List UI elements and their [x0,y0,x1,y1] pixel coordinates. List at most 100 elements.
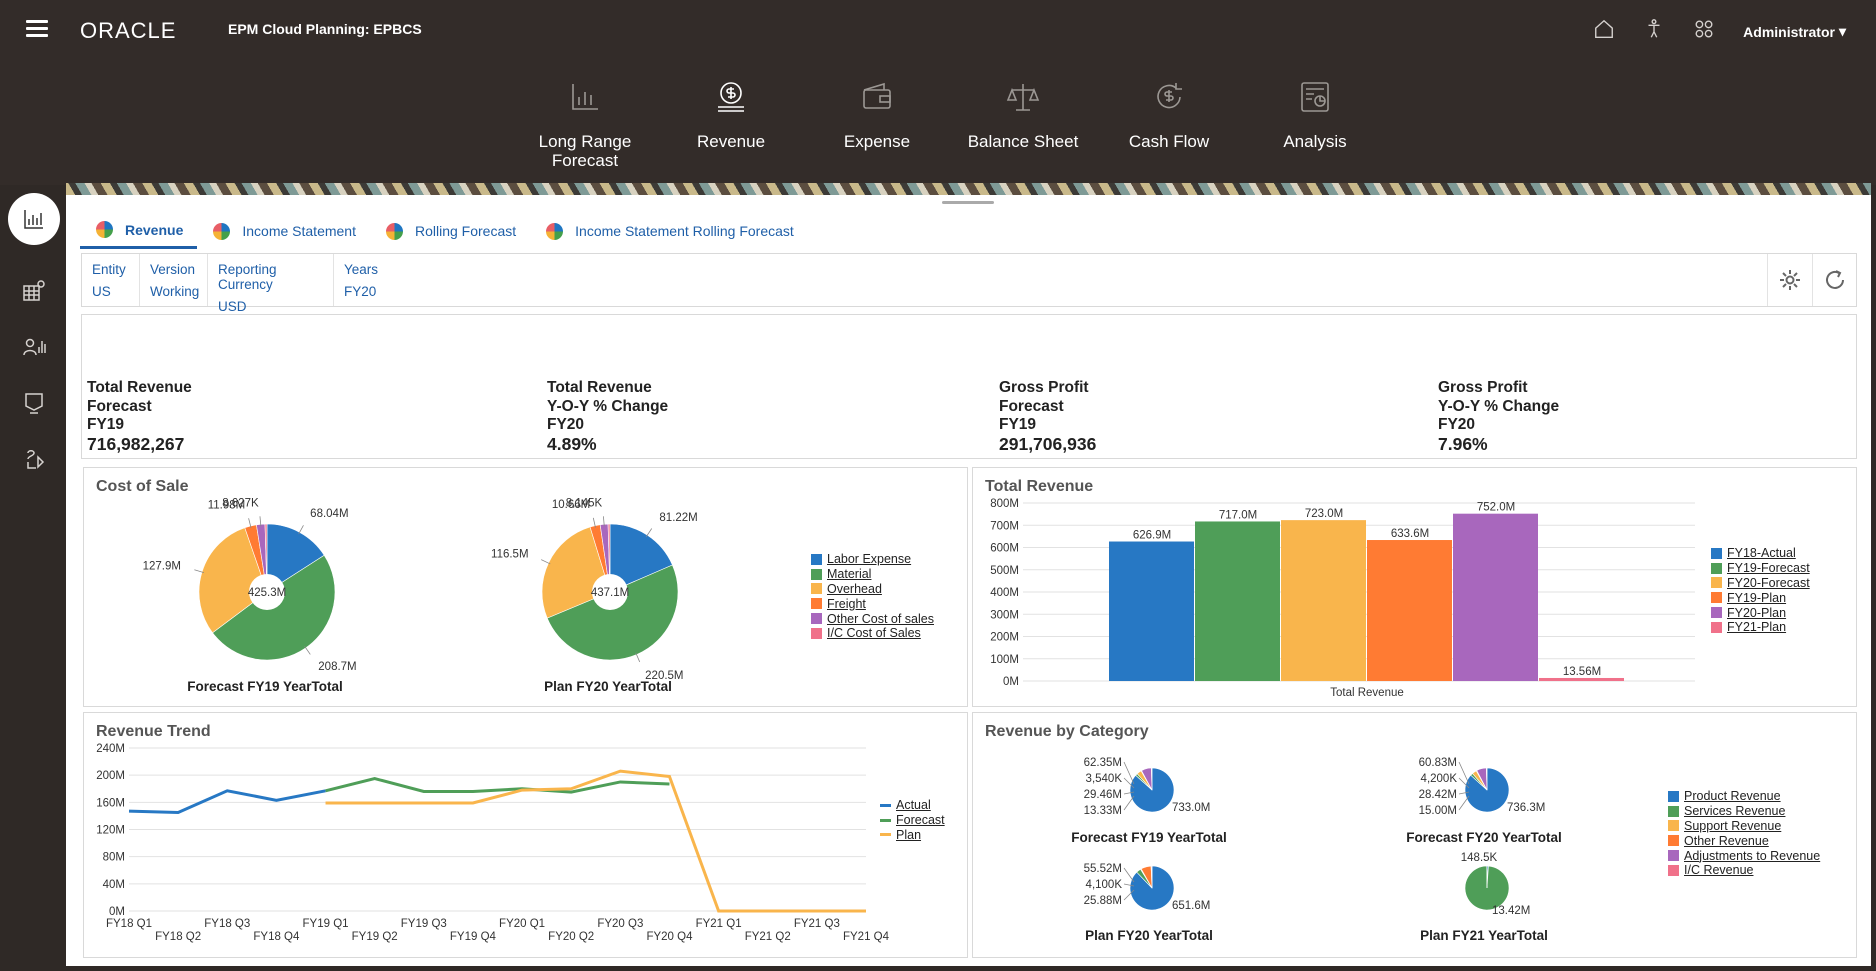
legend-swatch [811,627,822,639]
pie-leader-line [635,652,641,663]
legend-swatch [880,833,891,837]
legend-item[interactable]: FY21-Plan [1711,620,1810,635]
kpi-panel: Total Revenue Forecast FY19 716,982,267 Tot… [81,314,1857,459]
pie-data-label: 8,627K [222,497,259,509]
dashboard-chart-icon[interactable] [8,193,60,245]
pie-leader-line [1458,761,1470,785]
nav-card-expense[interactable]: Expense [804,80,950,170]
legend-item[interactable]: Plan [880,828,945,843]
report-icon [1301,82,1329,112]
tab-income-statement-rolling-forecast[interactable]: Income Statement Rolling Forecast [530,213,808,249]
bar-data-label: 717.0M [1219,509,1257,521]
top-header: ORACLE EPM Cloud Planning: EPBCS Adminis… [0,0,1876,185]
legend-item[interactable]: Other Cost of sales [811,611,934,626]
y-tick-label: 100M [990,654,1019,666]
bar [1109,541,1194,681]
legend-item[interactable]: Other Revenue [1668,833,1820,848]
menu-icon[interactable] [26,20,48,38]
collapse-handle[interactable] [942,201,994,204]
pie-data-label: 68.04M [310,508,348,520]
tab-revenue[interactable]: Revenue [80,213,198,249]
kpi-line: FY19 [87,416,125,433]
pov-value: US [92,284,111,299]
x-tick-label: FY18 Q2 [155,931,201,943]
y-tick-label: 120M [96,825,125,837]
legend-item[interactable]: Freight [811,596,934,611]
legend-item[interactable]: FY20-Forecast [1711,576,1810,591]
dollar-coin-icon [718,82,744,112]
legend-item[interactable]: FY20-Plan [1711,605,1810,620]
nav-card-revenue[interactable]: Revenue [658,80,804,170]
pie-leader-line [1123,867,1135,883]
kpi-value: 291,706,936 [999,433,1097,454]
legend-swatch [1668,850,1679,862]
pie-data-label: 208.7M [318,661,356,673]
accessibility-icon[interactable] [1643,18,1665,45]
pie-slice [1151,767,1153,791]
legend-item[interactable]: FY19-Forecast [1711,561,1810,576]
panel-title: Total Revenue [985,478,1094,495]
legend-item[interactable]: FY19-Plan [1711,590,1810,605]
pie-leader-line [1123,795,1135,811]
legend-item[interactable]: I/C Revenue [1668,863,1820,878]
user-menu[interactable]: Administrator ▾ [1743,23,1846,40]
tab-income-statement[interactable]: Income Statement [197,213,370,249]
pie-caption: Forecast FY19 YearTotal [187,679,343,694]
pie-leader-line [248,518,252,529]
pie-data-label: 148.5K [1461,852,1498,864]
legend-item[interactable]: Overhead [811,582,934,597]
x-tick-label: FY19 Q3 [401,918,447,930]
legend-item[interactable]: Adjustments to Revenue [1668,848,1820,863]
legend-label: Other Cost of sales [827,611,934,626]
pov-years[interactable]: Years FY20 [334,254,454,306]
nav-card-analysis[interactable]: Analysis [1242,80,1388,170]
legend-item[interactable]: Product Revenue [1668,789,1820,804]
refresh-button[interactable] [1812,254,1856,306]
nav-card-cash-flow[interactable]: Cash Flow [1096,80,1242,170]
home-icon[interactable] [1593,18,1615,45]
bar-data-label: 13.56M [1563,666,1601,678]
pie-leader-line [1123,791,1135,795]
nav-card-long-range-forecast[interactable]: Long Range Forecast [512,80,658,170]
legend-item[interactable]: I/C Cost of Sales [811,626,934,641]
pov-reporting-currency[interactable]: Reporting Currency USD [208,254,334,314]
x-tick-label: FY21 Q4 [843,931,890,943]
chevron-down-icon: ▾ [1838,23,1846,39]
nav-card-label: Analysis [1283,132,1347,151]
cash-cycle-icon [1157,83,1182,109]
pie-data-label: 55.52M [1084,863,1122,875]
pie-leader-line [1123,761,1135,785]
bar-data-label: 723.0M [1305,508,1343,520]
pov-entity[interactable]: Entity US [82,254,140,306]
legend-item[interactable]: FY18-Actual [1711,546,1810,561]
legend-item[interactable]: Support Revenue [1668,819,1820,834]
legend-item[interactable]: Forecast [880,813,945,828]
tab-rolling-forecast[interactable]: Rolling Forecast [370,213,530,249]
navigator-icon[interactable] [1693,18,1715,45]
data-grid-icon[interactable] [12,269,56,313]
kpi-line: Gross Profit [999,379,1089,396]
legend-label: Actual [896,798,931,813]
pov-version[interactable]: Version Working [140,254,208,306]
revenue-by-category-panel: Revenue by Category 733.0M 62.35M 3,540K 29… [972,712,1857,958]
settings-button[interactable] [1767,254,1811,306]
legend-item[interactable]: Material [811,567,934,582]
legend-item[interactable]: Services Revenue [1668,804,1820,819]
tasks-icon[interactable] [12,381,56,425]
pie-leader-line [1123,889,1135,901]
legend-item[interactable]: Labor Expense [811,552,934,567]
users-chart-icon[interactable] [12,325,56,369]
legend-item[interactable]: Actual [880,798,945,813]
dashboard-pie-icon [213,222,231,240]
x-tick-label: FY19 Q2 [352,931,398,943]
rules-icon[interactable] [12,437,56,481]
nav-card-label: Long Range Forecast [538,132,632,170]
panel-title: Cost of Sale [96,478,189,495]
cost-of-sale-panel: Cost of Sale 425.3M 68.04M 208.7M 127.9M 11.… [83,467,968,707]
nav-card-balance-sheet[interactable]: Balance Sheet [950,80,1096,170]
pie-data-label: 4,100K [1086,879,1123,891]
bar [1367,540,1452,681]
legend-swatch [1711,577,1722,589]
kpi-line: Gross Profit [1438,379,1528,396]
